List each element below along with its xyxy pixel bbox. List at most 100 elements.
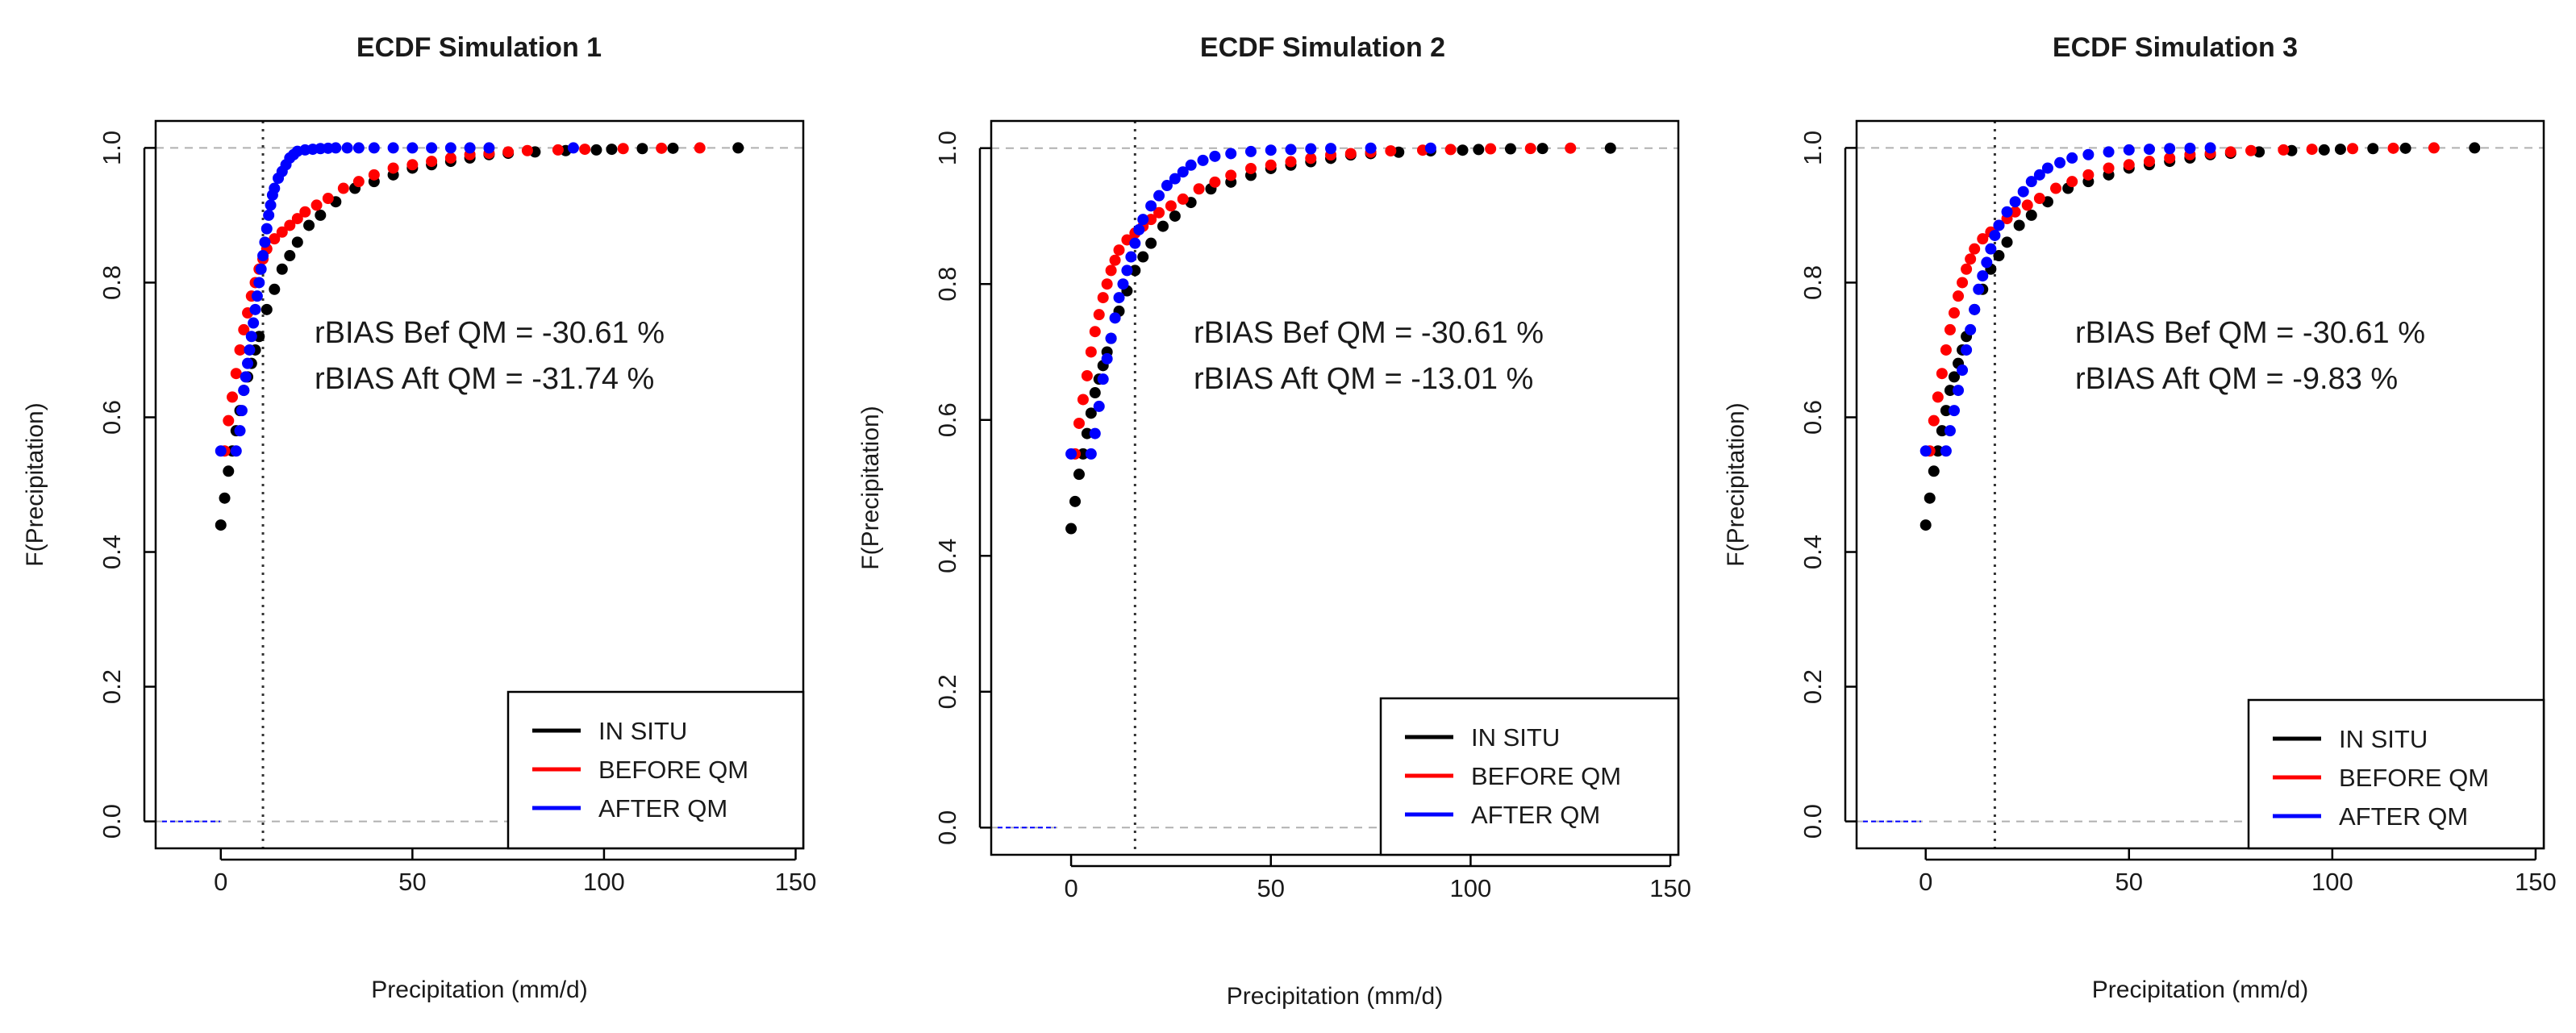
data-point — [567, 142, 579, 154]
data-point — [1093, 400, 1105, 412]
legend-label: AFTER QM — [2339, 802, 2468, 831]
series-after-qm — [215, 142, 579, 457]
x-axis-title: Precipitation (mm/d) — [371, 977, 587, 1003]
data-point — [656, 142, 668, 154]
data-point — [265, 199, 277, 211]
data-point — [1153, 190, 1165, 202]
data-point — [1473, 144, 1485, 156]
series-before-qm — [1924, 142, 2440, 457]
y-tick-label: 0.2 — [1799, 669, 1827, 704]
data-point — [1953, 290, 1965, 302]
data-point — [2245, 144, 2257, 156]
data-point — [1424, 142, 1436, 154]
y-tick-label: 0.0 — [1799, 804, 1827, 839]
data-point — [219, 492, 231, 504]
y-tick-label: 0.2 — [98, 669, 126, 704]
chart-title: ECDF Simulation 2 — [1200, 32, 1445, 63]
data-point — [1165, 200, 1177, 212]
y-tick-label: 0.2 — [933, 674, 961, 709]
data-point — [2278, 144, 2290, 156]
data-point — [1113, 244, 1125, 256]
data-point — [352, 176, 365, 188]
data-point — [1081, 369, 1093, 381]
data-point — [248, 317, 260, 329]
data-point — [552, 144, 564, 156]
x-tick-label: 100 — [2311, 868, 2353, 896]
data-point — [2143, 144, 2155, 156]
data-point — [444, 152, 456, 164]
data-point — [2001, 206, 2013, 218]
data-point — [291, 213, 303, 225]
data-point — [1969, 303, 1981, 315]
data-point — [230, 445, 242, 457]
data-point — [1944, 425, 1956, 437]
data-point — [227, 391, 239, 403]
data-point — [2066, 152, 2078, 164]
series-before-qm — [219, 142, 706, 457]
data-point — [223, 414, 235, 427]
data-point — [2001, 236, 2013, 248]
data-point — [1169, 173, 1181, 185]
data-point — [257, 250, 269, 262]
data-point — [2224, 146, 2236, 158]
data-point — [1932, 391, 1944, 403]
rbias-annotation: rBIAS Bef QM = -30.61 % — [315, 316, 665, 350]
data-point — [1944, 385, 1956, 397]
data-point — [1185, 159, 1197, 171]
rbias-annotation: rBIAS Bef QM = -30.61 % — [2075, 316, 2425, 350]
data-point — [1125, 251, 1137, 263]
data-point — [1105, 332, 1117, 344]
y-tick-label: 0.4 — [1799, 535, 1827, 569]
data-point — [1365, 142, 1377, 154]
data-point — [2025, 176, 2037, 188]
data-point — [1265, 144, 1277, 156]
data-point — [269, 283, 281, 295]
data-point — [2399, 142, 2411, 154]
data-point — [2367, 143, 2379, 155]
data-point — [1197, 154, 1209, 166]
data-point — [1089, 326, 1101, 338]
data-point — [1504, 143, 1516, 155]
x-tick-label: 100 — [583, 868, 625, 896]
data-point — [1225, 148, 1237, 160]
data-point — [249, 303, 261, 315]
data-point — [1129, 264, 1141, 277]
data-point — [269, 182, 281, 194]
data-point — [1137, 214, 1149, 226]
y-tick-label: 0.4 — [98, 535, 126, 569]
data-point — [263, 209, 275, 221]
data-point — [1101, 278, 1113, 290]
series-before-qm — [1069, 142, 1577, 460]
legend-label: BEFORE QM — [1471, 762, 1621, 790]
data-point — [1157, 220, 1169, 232]
data-point — [1936, 425, 1948, 437]
data-point — [1161, 180, 1173, 192]
data-point — [330, 142, 342, 154]
x-axis-title: Precipitation (mm/d) — [1227, 983, 1443, 1010]
data-point — [1993, 219, 2005, 231]
data-point — [1944, 323, 1956, 335]
plot-frame — [1855, 119, 2545, 850]
data-point — [1073, 469, 1085, 481]
rbias-annotation: rBIAS Aft QM = -31.74 % — [315, 362, 654, 396]
data-point — [1948, 405, 1960, 417]
chart-title: ECDF Simulation 3 — [2053, 32, 2298, 63]
data-point — [1113, 292, 1125, 304]
data-point — [1604, 142, 1616, 154]
data-point — [223, 465, 235, 477]
data-point — [2164, 152, 2176, 164]
data-point — [2184, 142, 2196, 154]
data-point — [284, 250, 296, 262]
data-point — [1097, 292, 1109, 304]
data-point — [1089, 427, 1101, 439]
data-point — [1093, 309, 1105, 321]
data-point — [238, 385, 250, 397]
data-point — [1081, 427, 1093, 439]
data-point — [261, 303, 273, 315]
data-point — [291, 236, 303, 248]
data-point — [284, 219, 296, 231]
legend-label: AFTER QM — [1471, 801, 1600, 829]
data-point — [464, 142, 476, 154]
data-point — [1928, 465, 1940, 477]
